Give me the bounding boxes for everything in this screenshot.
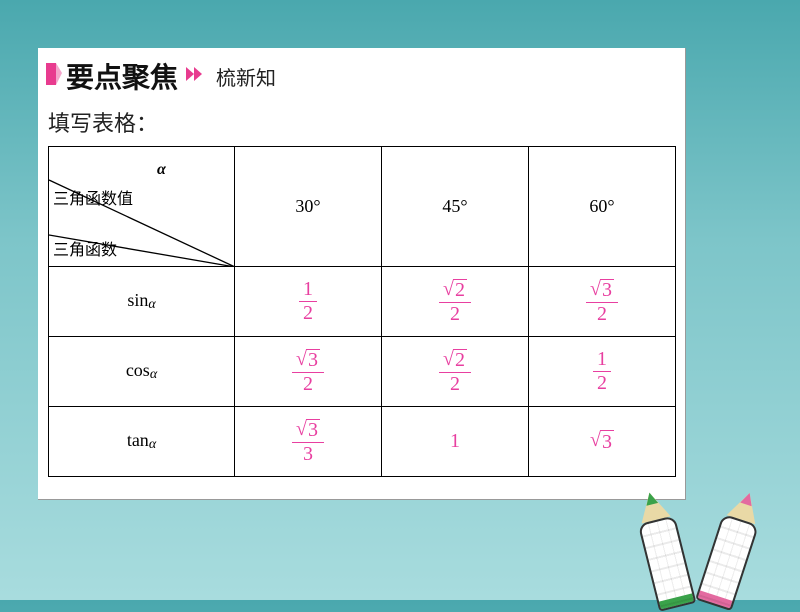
cell-cos-45: √22: [382, 337, 529, 407]
fn-sin: sinα: [49, 267, 235, 337]
cell-sin-30: 12: [235, 267, 382, 337]
fn-tan: tanα: [49, 407, 235, 477]
header-bar: 要点聚焦 梳新知: [38, 48, 685, 102]
title-main: 要点聚焦: [66, 56, 178, 96]
arrow-icon: [186, 65, 208, 88]
alpha-label: α: [157, 161, 166, 179]
instruction-text: 填写表格：: [38, 102, 685, 146]
cell-cos-60: 12: [529, 337, 676, 407]
function-label: 三角函数: [53, 236, 117, 260]
cell-sin-60: √32: [529, 267, 676, 337]
table-header-row: α 三角函数值 三角函数 30° 45° 60°: [49, 147, 676, 267]
row-sin: sinα 12 √22 √32: [49, 267, 676, 337]
fn-cos: cosα: [49, 337, 235, 407]
cell-tan-60: √3: [529, 407, 676, 477]
cell-sin-45: √22: [382, 267, 529, 337]
bar-icon: [42, 61, 62, 92]
content-card: 要点聚焦 梳新知 填写表格： α 三角函数值 三角函数 30° 45° 60°: [38, 48, 686, 500]
row-cos: cosα √32 √22 12: [49, 337, 676, 407]
title-sub: 梳新知: [216, 62, 276, 91]
pencil-green-icon: [638, 514, 701, 611]
corner-cell: α 三角函数值 三角函数: [49, 147, 235, 267]
col-45: 45°: [382, 147, 529, 267]
value-label: 三角函数值: [53, 185, 133, 209]
trig-table: α 三角函数值 三角函数 30° 45° 60° sinα 12 √22 √32…: [48, 146, 676, 477]
row-tan: tanα √33 1 √3: [49, 407, 676, 477]
cell-cos-30: √32: [235, 337, 382, 407]
cell-tan-45: 1: [382, 407, 529, 477]
col-60: 60°: [529, 147, 676, 267]
col-30: 30°: [235, 147, 382, 267]
cell-tan-30: √33: [235, 407, 382, 477]
pencil-pink-icon: [695, 514, 763, 612]
